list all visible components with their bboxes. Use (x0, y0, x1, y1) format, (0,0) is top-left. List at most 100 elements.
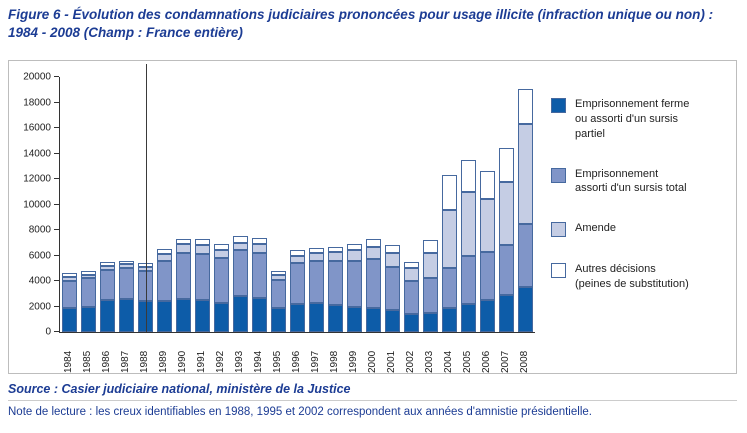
bar-segment (233, 242, 248, 251)
legend-label: Emprisonnement ferme ou assorti d'un sur… (575, 98, 690, 140)
x-tick-label: 1996 (287, 333, 306, 373)
bar-segment (442, 307, 457, 332)
note-line: Note de lecture : les creux identifiable… (8, 406, 592, 418)
y-axis: 0 2000 4000 6000 8000 10000 12000 14000 16000 180… (13, 72, 59, 338)
bar-segment (81, 274, 96, 279)
x-tick-text: 2007 (500, 350, 511, 373)
x-tick-label: 1999 (344, 333, 363, 373)
bar-segment (176, 238, 191, 245)
x-tick-label: 2003 (420, 333, 439, 373)
bar-segment (309, 247, 324, 253)
y-tick-mark (54, 254, 59, 256)
bar-segment (404, 281, 419, 315)
y-tick-label: 12000 (23, 173, 51, 185)
bar-segment (195, 300, 210, 332)
bar-segment (119, 264, 134, 269)
bar-segment (252, 237, 267, 245)
bar-2004 (440, 77, 459, 332)
x-tick-text: 1992 (215, 350, 226, 373)
bar-segment (461, 303, 476, 332)
x-tick-text: 1988 (139, 350, 150, 373)
x-tick-text: 2003 (424, 350, 435, 373)
legend: Emprisonnement ferme ou assorti d'un sur… (535, 61, 729, 373)
bar-segment (62, 273, 77, 278)
bar-1985 (79, 77, 98, 332)
bar-segment (461, 255, 476, 304)
bar-segment (518, 124, 533, 224)
bar-segment (290, 255, 305, 264)
bar-1991 (193, 77, 212, 332)
bar-segment (271, 307, 286, 332)
amnesty-vline (146, 64, 147, 332)
bar-segment (480, 300, 495, 332)
legend-label: Autres décisions (peines de substitution… (575, 263, 689, 291)
bar-1987 (117, 77, 136, 332)
bar-2003 (421, 77, 440, 332)
bar-segment (100, 269, 115, 301)
bar-segment (81, 278, 96, 307)
bar-segment (233, 236, 248, 243)
x-tick-text: 2001 (386, 350, 397, 373)
bar-segment (480, 171, 495, 200)
legend-label: Amende (575, 222, 616, 235)
plot-column: 1984 1985 1986 1987 1988 1989 1990 1991 1992 1993… (59, 64, 535, 373)
legend-item-2: Amende (551, 221, 729, 238)
bar-segment (385, 245, 400, 253)
y-tick-label: 18000 (23, 97, 51, 108)
bar-segment (271, 270, 286, 275)
x-tick-text: 1990 (177, 350, 188, 373)
x-tick-label: 2000 (363, 333, 382, 373)
bar-segment (100, 300, 115, 332)
y-tick-label: 6000 (28, 250, 51, 261)
x-tick-text: 1984 (63, 350, 74, 373)
bar-segment (290, 250, 305, 256)
x-tick-label: 1998 (325, 333, 344, 373)
y-tick-label: 10000 (23, 199, 51, 210)
x-tick-label: 2001 (382, 333, 401, 373)
bar-1998 (326, 77, 345, 332)
bar-1994 (250, 77, 269, 332)
x-tick-label: 1994 (249, 333, 268, 373)
bar-segment (157, 254, 172, 261)
bar-segment (138, 301, 153, 332)
y-tick-mark (54, 178, 59, 179)
bar-segment (195, 245, 210, 255)
bar-segment (100, 261, 115, 266)
bar-1988 (136, 77, 155, 332)
bar-segment (328, 305, 343, 332)
x-tick-text: 2002 (405, 350, 416, 373)
x-tick-label: 1992 (211, 333, 230, 373)
x-tick-text: 2004 (443, 350, 454, 373)
y-tick-mark (54, 152, 59, 154)
legend-swatch-icon (551, 263, 566, 279)
bar-segment (62, 277, 77, 282)
y-tick-label: 20000 (23, 71, 51, 83)
legend-item-1: Emprisonnement assorti d'un sursis total (551, 167, 729, 197)
bar-segment (62, 307, 77, 332)
x-tick-label: 1989 (154, 333, 173, 373)
bar-segment (81, 270, 96, 275)
y-tick-mark (54, 305, 59, 307)
bar-segment (157, 301, 172, 332)
bar-segment (442, 209, 457, 269)
bar-segment (176, 252, 191, 299)
y-tick-label: 0 (45, 326, 51, 338)
bar-segment (138, 263, 153, 267)
x-tick-label: 1985 (78, 333, 97, 373)
bar-segment (252, 244, 267, 253)
bar-segment (290, 303, 305, 332)
bar-segment (233, 296, 248, 332)
x-tick-text: 1991 (196, 350, 207, 373)
bar-segment (81, 306, 96, 332)
x-tick-text: 1994 (253, 350, 264, 373)
x-tick-label: 1995 (268, 333, 287, 373)
x-tick-label: 1986 (97, 333, 116, 373)
x-tick-text: 1995 (272, 350, 283, 373)
bar-1997 (307, 77, 326, 332)
bar-segment (347, 306, 362, 332)
bar-segment (499, 245, 514, 296)
bar-segment (404, 261, 419, 269)
bar-segment (309, 302, 324, 332)
x-tick-label: 2006 (477, 333, 496, 373)
bar-segment (252, 252, 267, 298)
